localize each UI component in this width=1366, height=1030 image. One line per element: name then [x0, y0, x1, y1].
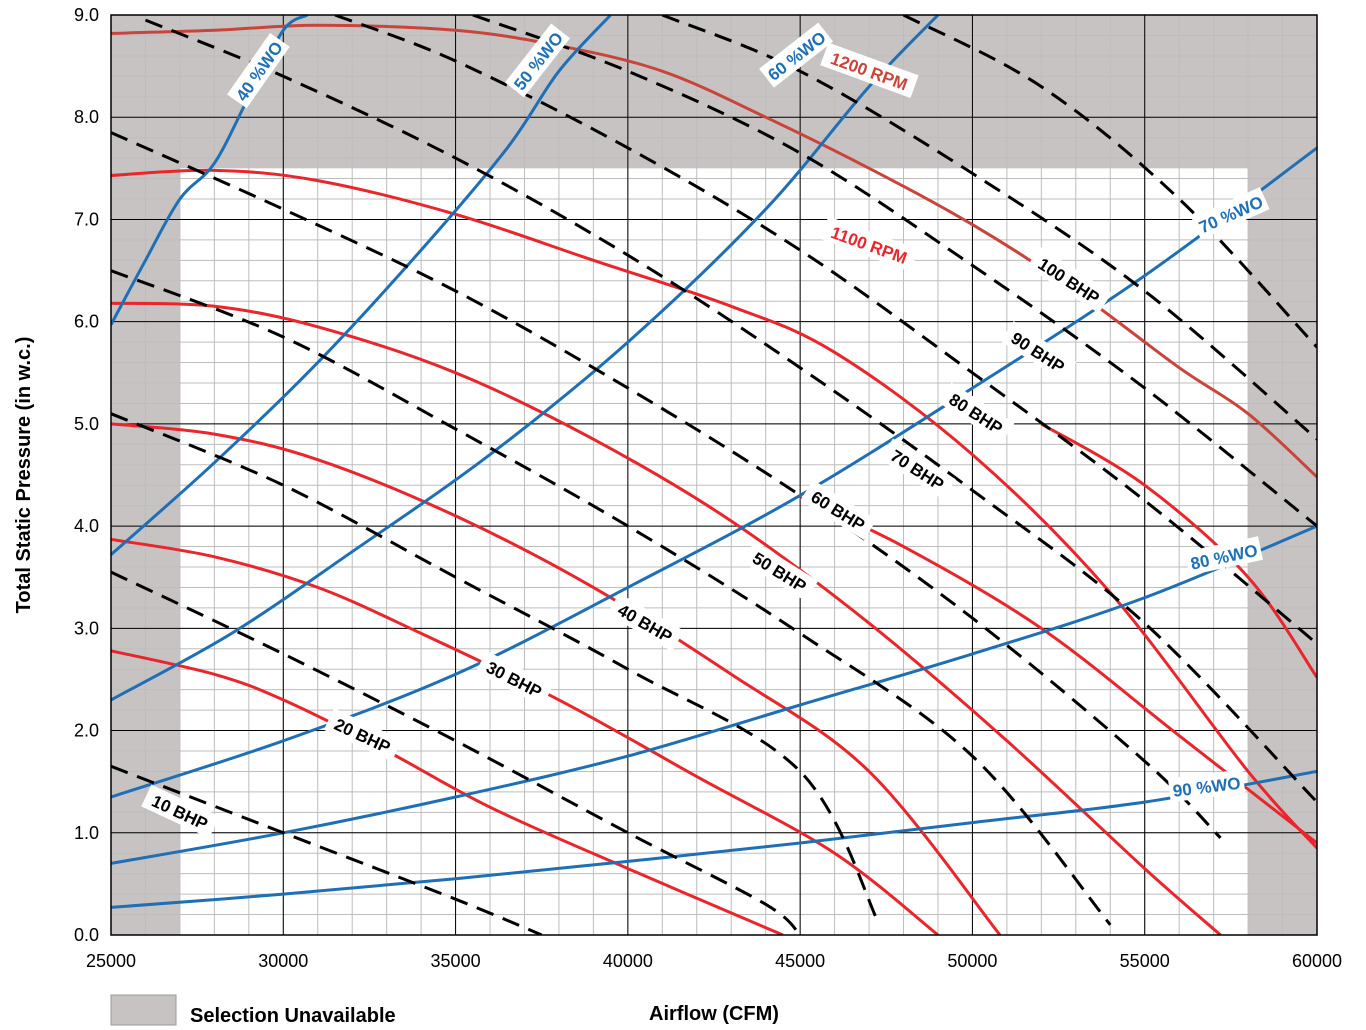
y-axis-title: Total Static Pressure (in w.c.) [13, 337, 35, 614]
y-tick-label: 4.0 [74, 516, 99, 536]
system-curve [111, 769, 1317, 909]
curve-label: 30 BHP [475, 650, 554, 707]
bhp-curve [144, 18, 1317, 804]
curve-label: 90 %WO [1167, 769, 1246, 803]
x-tick-label: 30000 [258, 951, 308, 971]
curve-label-bg [323, 708, 402, 762]
curve-label: 100 BHP [1027, 246, 1112, 314]
curve-label-bg [741, 541, 819, 602]
x-tick-label: 60000 [1292, 951, 1342, 971]
curve-label-bg [938, 382, 1015, 444]
curve-label-bg [1027, 246, 1112, 314]
curve-label-bg [1167, 769, 1246, 803]
curve-label: 60 BHP [800, 479, 877, 541]
rpm-curve [1040, 422, 1317, 679]
rpm-curves [111, 23, 1317, 935]
x-tick-label: 40000 [603, 951, 653, 971]
curve-label-bg [820, 42, 919, 98]
bhp-curve [334, 15, 1317, 645]
curve-label-bg [1191, 187, 1270, 240]
x-tick-labels: 25000 30000 35000 40000 45000 50000 55000 60000 [86, 951, 1342, 971]
rpm-curve [111, 422, 1002, 935]
y-tick-labels: 0.0 1.0 2.0 3.0 4.0 5.0 6.0 7.0 8.0 9.0 [74, 5, 99, 945]
bhp-curves [111, 15, 1317, 935]
legend-swatch [110, 994, 177, 1026]
curve-label-bg [1000, 320, 1077, 382]
curve-label-bg [475, 650, 554, 707]
y-tick-label: 2.0 [74, 721, 99, 741]
x-tick-label: 25000 [86, 951, 136, 971]
curve-label-bg [1184, 536, 1263, 576]
y-tick-label: 6.0 [74, 312, 99, 332]
curve-label: 20 BHP [323, 708, 402, 762]
bhp-curve [661, 15, 1317, 441]
y-tick-label: 8.0 [74, 107, 99, 127]
x-tick-label: 45000 [775, 951, 825, 971]
rpm-curve [111, 168, 1317, 850]
system-curve [111, 524, 1317, 865]
plot-frame [110, 14, 1318, 936]
system-curve [111, 15, 309, 326]
unavailable-regions [111, 15, 1317, 935]
curve-label-bg [759, 22, 834, 88]
x-axis-title: Airflow (CFM) [649, 1003, 779, 1025]
curve-label-bg [820, 216, 919, 272]
bhp-curve [472, 15, 1317, 528]
bhp-curve [111, 269, 1112, 926]
curve-label-bg [607, 593, 685, 652]
system-curve [111, 15, 940, 702]
bhp-curve [111, 764, 543, 935]
rpm-curve [111, 301, 1222, 935]
curve-label-bg [141, 784, 220, 839]
curve-label-bg [227, 33, 290, 109]
legend-label: Selection Unavailable [190, 1005, 396, 1027]
y-tick-label: 7.0 [74, 209, 99, 229]
x-tick-label: 55000 [1120, 951, 1170, 971]
bhp-curve [111, 570, 802, 935]
y-tick-label: 5.0 [74, 414, 99, 434]
curve-label: 50 BHP [741, 541, 819, 602]
curve-label-bg [504, 23, 571, 98]
y-tick-label: 3.0 [74, 618, 99, 638]
bhp-curve [902, 15, 1317, 349]
y-tick-label: 1.0 [74, 823, 99, 843]
x-tick-label: 35000 [431, 951, 481, 971]
curve-label-bg [800, 479, 877, 541]
system-curve [111, 146, 1317, 799]
y-tick-label: 9.0 [74, 5, 99, 25]
rpm-curve [111, 649, 784, 935]
curve-label: 70 BHP [879, 438, 956, 500]
rpm-curve [111, 23, 1317, 479]
bhp-curve [111, 412, 881, 926]
y-tick-label: 0.0 [74, 925, 99, 945]
bhp-curve [111, 131, 1222, 839]
curve-label-bg [879, 438, 956, 500]
curve-label: 40 BHP [607, 593, 685, 652]
x-tick-label: 50000 [947, 951, 997, 971]
